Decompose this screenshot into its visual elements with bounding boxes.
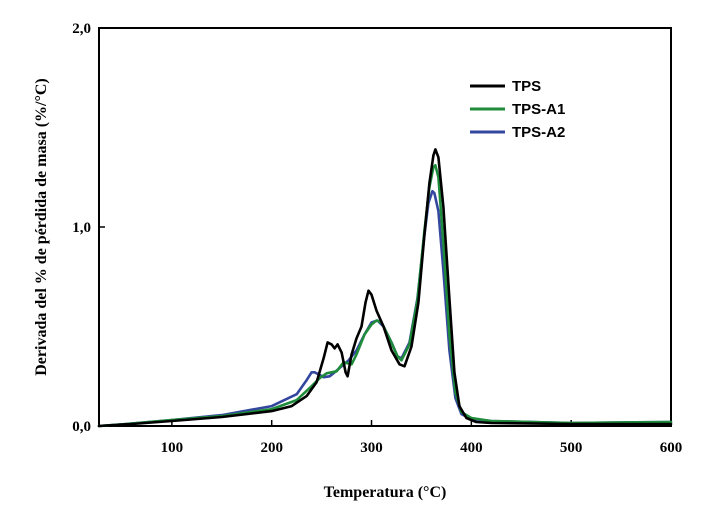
series-line-tps xyxy=(97,148,673,428)
legend-label-tps: TPS xyxy=(512,78,541,95)
y-tick-label: 2,0 xyxy=(72,21,91,37)
x-tick-label: 500 xyxy=(560,440,583,456)
x-tick-label: 300 xyxy=(360,440,383,456)
y-tick-label: 0,0 xyxy=(72,419,91,435)
legend: TPS TPS-A1 TPS-A2 xyxy=(470,78,565,141)
y-tick-label: 1,0 xyxy=(72,220,91,236)
x-tick-label: 200 xyxy=(260,440,283,456)
x-axis-title: Temperatura (°C) xyxy=(324,484,447,501)
y-axis: 0,0 1,0 2,0 xyxy=(72,21,105,435)
x-tick-label: 100 xyxy=(161,440,184,456)
plot-area-frame xyxy=(98,27,672,427)
series-lines xyxy=(97,148,673,428)
series-line-tps-a2 xyxy=(97,189,673,428)
x-tick-label: 400 xyxy=(460,440,483,456)
series-line-tps-a1 xyxy=(97,164,673,428)
legend-label-tps-a1: TPS-A1 xyxy=(512,101,565,118)
legend-label-tps-a2: TPS-A2 xyxy=(512,124,565,141)
x-tick-label: 600 xyxy=(660,440,683,456)
y-axis-title: Derivada del % de pérdida de masa (%/°C) xyxy=(33,78,50,376)
